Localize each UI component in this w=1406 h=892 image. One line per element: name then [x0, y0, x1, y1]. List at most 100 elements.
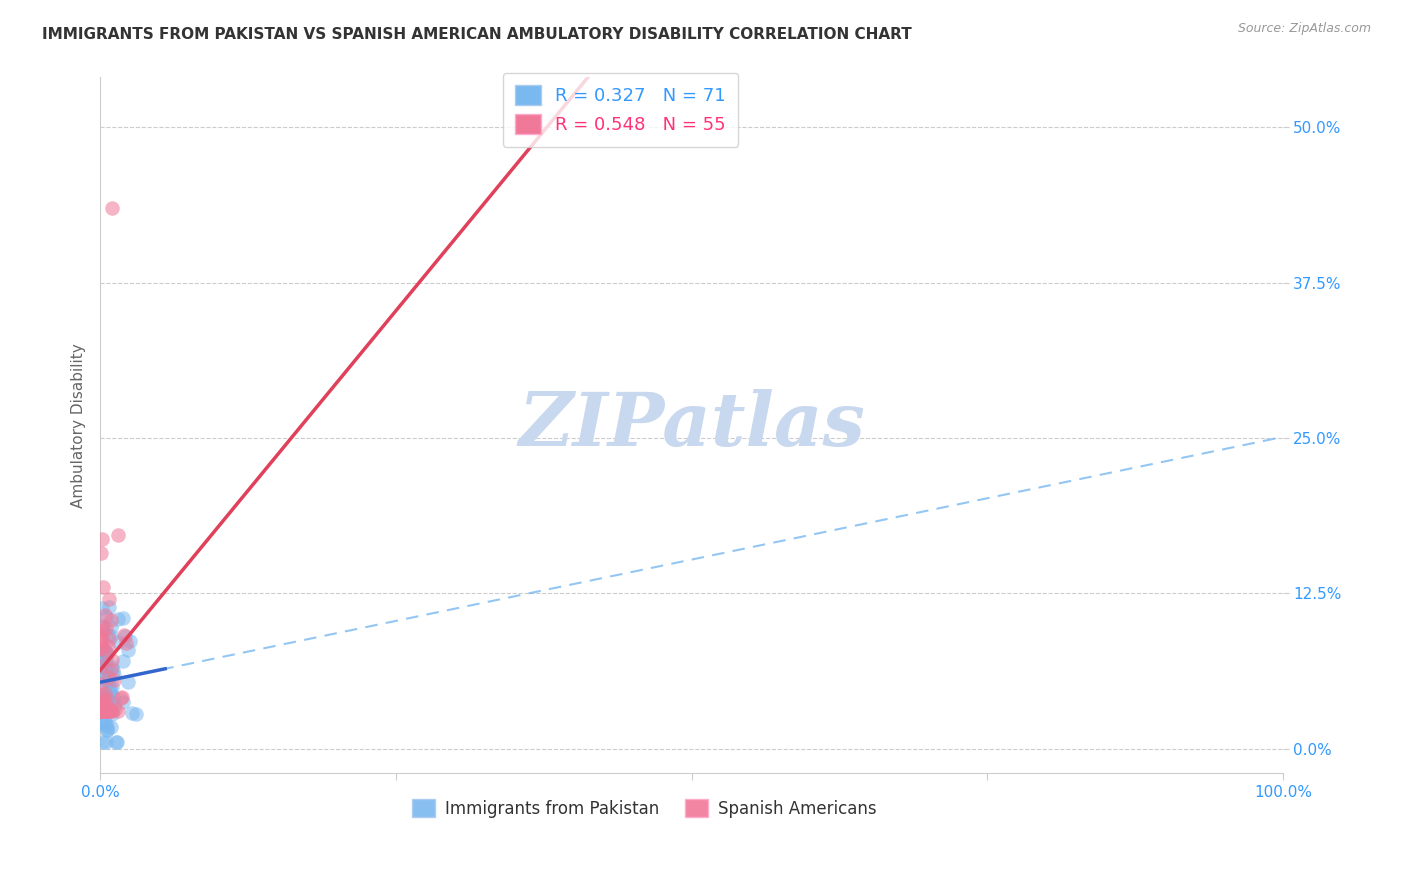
Point — [94, 608, 117, 623]
Point — [101, 653, 124, 667]
Point — [97, 600, 120, 615]
Point — [90, 704, 112, 718]
Point — [94, 654, 117, 668]
Point — [101, 690, 124, 704]
Point — [101, 201, 124, 215]
Point — [93, 642, 115, 657]
Point — [90, 694, 112, 708]
Point — [90, 688, 112, 702]
Point — [104, 702, 127, 716]
Point — [93, 679, 115, 693]
Point — [96, 650, 118, 665]
Point — [98, 702, 121, 716]
Point — [100, 629, 122, 643]
Point — [90, 655, 112, 669]
Point — [94, 701, 117, 715]
Point — [98, 684, 121, 698]
Point — [96, 735, 118, 749]
Point — [96, 692, 118, 706]
Point — [91, 702, 114, 716]
Point — [93, 693, 115, 707]
Point — [93, 704, 115, 718]
Point — [103, 663, 125, 677]
Text: IMMIGRANTS FROM PAKISTAN VS SPANISH AMERICAN AMBULATORY DISABILITY CORRELATION C: IMMIGRANTS FROM PAKISTAN VS SPANISH AMER… — [42, 27, 912, 42]
Point — [91, 532, 114, 546]
Point — [103, 667, 125, 681]
Point — [93, 704, 115, 718]
Point — [94, 691, 117, 706]
Point — [114, 636, 136, 650]
Point — [90, 704, 112, 718]
Text: ZIPatlas: ZIPatlas — [517, 389, 865, 462]
Point — [93, 735, 115, 749]
Point — [101, 704, 124, 718]
Point — [97, 632, 120, 647]
Point — [91, 703, 114, 717]
Point — [117, 674, 139, 689]
Point — [111, 654, 134, 668]
Point — [91, 659, 114, 673]
Point — [93, 716, 115, 731]
Point — [91, 695, 114, 709]
Point — [107, 704, 129, 718]
Point — [91, 688, 114, 702]
Point — [97, 676, 120, 690]
Point — [101, 660, 124, 674]
Point — [91, 601, 114, 615]
Point — [91, 658, 114, 673]
Point — [94, 609, 117, 624]
Point — [90, 716, 112, 731]
Point — [90, 704, 112, 718]
Point — [90, 620, 112, 634]
Point — [121, 706, 143, 720]
Point — [94, 690, 117, 705]
Point — [101, 707, 124, 722]
Point — [96, 723, 118, 738]
Point — [93, 690, 115, 704]
Point — [91, 624, 114, 638]
Point — [91, 580, 114, 594]
Point — [97, 704, 120, 718]
Point — [94, 662, 117, 676]
Point — [103, 698, 125, 713]
Point — [96, 720, 118, 734]
Point — [93, 704, 115, 718]
Point — [107, 528, 129, 542]
Point — [100, 693, 122, 707]
Legend: Immigrants from Pakistan, Spanish Americans: Immigrants from Pakistan, Spanish Americ… — [405, 792, 883, 824]
Point — [91, 619, 114, 633]
Point — [96, 704, 118, 718]
Point — [111, 611, 134, 625]
Point — [110, 690, 132, 705]
Y-axis label: Ambulatory Disability: Ambulatory Disability — [72, 343, 86, 508]
Point — [100, 720, 122, 734]
Point — [100, 662, 122, 676]
Point — [105, 735, 128, 749]
Point — [100, 704, 122, 718]
Point — [98, 704, 121, 718]
Point — [90, 546, 112, 560]
Point — [94, 646, 117, 660]
Point — [97, 685, 120, 699]
Point — [91, 698, 114, 712]
Point — [94, 717, 117, 731]
Point — [118, 634, 141, 648]
Point — [97, 628, 120, 642]
Point — [93, 698, 115, 712]
Point — [101, 680, 124, 694]
Point — [90, 676, 112, 690]
Point — [96, 700, 118, 714]
Point — [91, 640, 114, 655]
Point — [94, 644, 117, 658]
Point — [90, 658, 112, 673]
Point — [93, 647, 115, 661]
Point — [96, 690, 118, 705]
Point — [96, 673, 118, 688]
Point — [97, 639, 120, 653]
Text: Source: ZipAtlas.com: Source: ZipAtlas.com — [1237, 22, 1371, 36]
Point — [91, 664, 114, 678]
Point — [90, 656, 112, 670]
Point — [90, 655, 112, 669]
Point — [90, 634, 112, 648]
Point — [107, 612, 129, 626]
